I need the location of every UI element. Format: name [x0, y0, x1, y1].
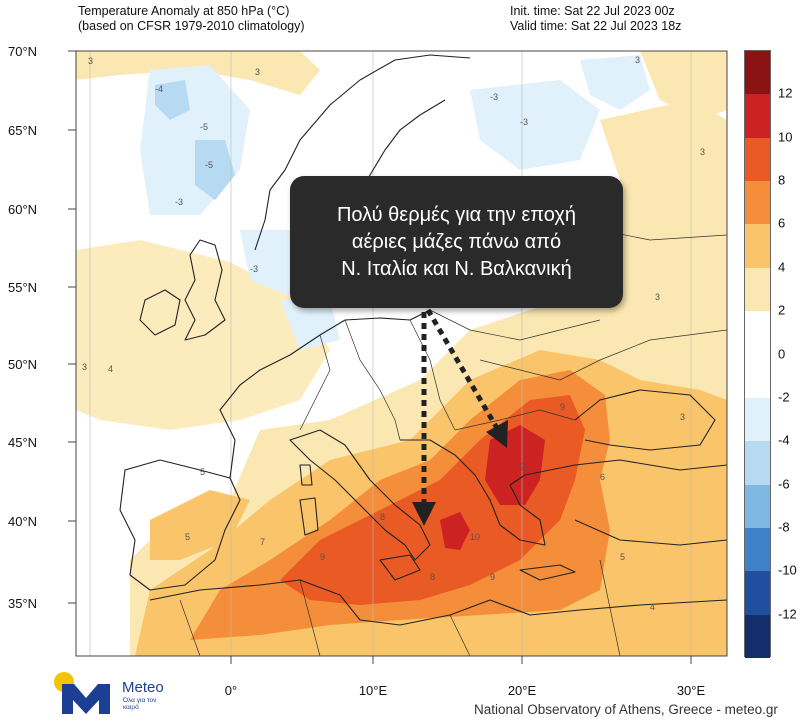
lon-label-20e: 20°E — [507, 683, 537, 698]
colorbar-label: 10 — [778, 129, 793, 145]
forecast-times: Init. time: Sat 22 Jul 2023 00z Valid ti… — [510, 4, 681, 34]
lat-label-35: 35°N — [8, 596, 38, 611]
lon-label-10e: 10°E — [358, 683, 388, 698]
contour-label: -4 — [155, 84, 163, 94]
map-title-line1: Temperature Anomaly at 850 hPa (°C) — [78, 4, 290, 18]
colorbar-segment — [745, 484, 770, 529]
colorbar-label: 8 — [778, 172, 786, 188]
contour-label: 9 — [320, 552, 325, 562]
contour-label: -5 — [200, 122, 208, 132]
contour-label: 5 — [620, 552, 625, 562]
contour-label: 3 — [655, 292, 660, 302]
colorbar-segment — [745, 527, 770, 572]
contour-label: -3 — [175, 197, 183, 207]
callout-line3: Ν. Ιταλία και Ν. Βαλκανική — [341, 257, 572, 280]
lat-label-50: 50°N — [8, 357, 38, 372]
callout-line2: αέριες μάζες πάνω από — [351, 230, 562, 253]
contour-label: 8 — [430, 572, 435, 582]
contour-label: 7 — [260, 537, 265, 547]
contour-label: 3 — [680, 412, 685, 422]
tick-marks — [68, 50, 692, 664]
contour-labels: 3 3 4 3 5 5 7 9 8 10 9 9 8 9 6 5 4 3 3 3… — [82, 55, 705, 612]
contour-label: 3 — [88, 56, 93, 66]
map-title-line2: (based on CFSR 1979-2010 climatology) — [78, 19, 305, 33]
contour-label: 5 — [185, 532, 190, 542]
callout-line1: Πολύ θερμές για την εποχή — [336, 203, 577, 226]
colorbar-label: -8 — [778, 519, 790, 535]
colorbar — [744, 50, 771, 659]
lat-label-60: 60°N — [8, 202, 38, 217]
contour-label: -5 — [205, 160, 213, 170]
colorbar-segment — [745, 571, 770, 616]
colorbar-label: -12 — [778, 606, 797, 622]
lat-label-40: 40°N — [8, 514, 38, 529]
contour-label: -3 — [250, 264, 258, 274]
logo-tagline: Όλα για τον καιρό — [123, 697, 157, 711]
colorbar-segment — [745, 614, 770, 659]
colorbar-segment — [745, 224, 770, 269]
coastlines — [119, 54, 728, 626]
colorbar-label: 6 — [778, 215, 786, 231]
contour-label: 3 — [635, 55, 640, 65]
colorbar-label: -10 — [778, 562, 797, 578]
graticule — [89, 51, 692, 656]
lon-label-0: 0° — [224, 683, 238, 698]
colorbar-segment — [745, 397, 770, 442]
colorbar-label: -2 — [778, 389, 790, 405]
credit-line: National Observatory of Athens, Greece -… — [474, 702, 778, 717]
colorbar-segment — [745, 181, 770, 225]
colorbar-segment — [745, 267, 770, 312]
colorbar-label: 0 — [778, 346, 786, 361]
colorbar-label: 2 — [778, 302, 786, 318]
logo-name: Meteo — [122, 679, 164, 696]
contour-label: 4 — [650, 602, 655, 612]
colorbar-label: -4 — [778, 432, 790, 448]
contour-label: 3 — [82, 362, 87, 372]
lon-label-30e: 30°E — [676, 683, 706, 698]
contour-label: 3 — [700, 147, 705, 157]
callout-arrows — [412, 308, 508, 526]
contour-label: 9 — [560, 402, 565, 412]
contour-label: -3 — [490, 92, 498, 102]
contour-label: 8 — [380, 512, 385, 522]
init-time: Init. time: Sat 22 Jul 2023 00z — [510, 4, 675, 18]
colorbar-label: 4 — [778, 259, 786, 275]
callout-box: Πολύ θερμές για την εποχή αέριες μάζες π… — [290, 176, 623, 308]
colorbar-segment — [745, 51, 770, 95]
contour-label: 9 — [520, 462, 525, 472]
lat-label-65: 65°N — [8, 123, 38, 138]
colorbar-segment — [745, 137, 770, 182]
contour-label: 5 — [200, 467, 205, 477]
meteo-logo-icon — [54, 672, 110, 714]
contour-label: 3 — [255, 67, 260, 77]
colorbar-segment — [745, 441, 770, 486]
colorbar-segment — [745, 94, 770, 139]
contour-label: 10 — [470, 532, 480, 542]
lat-label-55: 55°N — [8, 280, 38, 295]
lat-label-45: 45°N — [8, 435, 38, 450]
contour-label: -3 — [520, 117, 528, 127]
colorbar-segment — [745, 354, 770, 399]
lat-label-70: 70°N — [8, 44, 38, 59]
contour-label: 4 — [108, 364, 113, 374]
valid-time: Valid time: Sat 22 Jul 2023 18z — [510, 19, 682, 33]
map-title: Temperature Anomaly at 850 hPa (°C) (bas… — [78, 4, 305, 34]
anomaly-field-red — [440, 425, 545, 550]
colorbar-segment — [745, 311, 770, 355]
colorbar-label: -6 — [778, 476, 790, 492]
contour-label: 9 — [490, 572, 495, 582]
contour-label: 6 — [600, 472, 605, 482]
colorbar-label: 12 — [778, 85, 793, 101]
